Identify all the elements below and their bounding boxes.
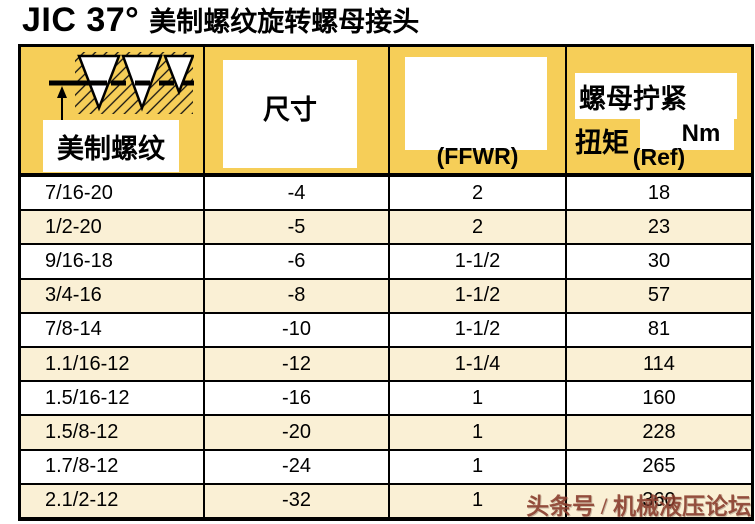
thread-value: 7/16-20 — [21, 177, 205, 210]
torque-value: 360 — [567, 484, 751, 518]
table-row: 7/16-20 -4 2 18 — [21, 177, 751, 210]
header-cell-thread: 美制螺纹 — [21, 47, 205, 173]
size-value: -16 — [205, 382, 390, 415]
ffwr-value: 2 — [390, 211, 567, 244]
torque-value: 23 — [567, 211, 751, 244]
page-title: JIC 37° 美制螺纹旋转螺母接头 — [22, 0, 419, 40]
ffwr-blank-box — [405, 57, 547, 150]
watermark-text: 头条号 / 机械液压论坛 — [526, 494, 751, 519]
thread-value: 1.7/8-12 — [21, 450, 205, 483]
torque-value: 57 — [567, 279, 751, 312]
thread-value: 1/2-20 — [21, 211, 205, 244]
thread-value: 1.5/8-12 — [21, 416, 205, 449]
ffwr-value: 1 — [390, 382, 567, 415]
table-row: 9/16-18 -6 1-1/2 30 — [21, 243, 751, 278]
table-row: 2.1/2-12 -32 1 360 — [21, 482, 751, 518]
torque-value: 18 — [567, 177, 751, 210]
table-row: 1.5/16-12 -16 1 160 — [21, 380, 751, 415]
ffwr-value: 1-1/2 — [390, 313, 567, 347]
torque-label-box: 螺母拧紧 — [575, 73, 737, 119]
title-brand: JIC 37° — [22, 1, 140, 39]
ffwr-value: 1 — [390, 450, 567, 483]
ffwr-value: 1 — [390, 484, 567, 518]
thread-value: 3/4-16 — [21, 279, 205, 312]
torque-value: 30 — [567, 245, 751, 278]
torque-unit-box: Nm — [640, 117, 734, 150]
size-value: -20 — [205, 416, 390, 449]
header-cell-size: 尺寸 — [205, 47, 390, 173]
ffwr-value: 1-1/2 — [390, 245, 567, 278]
size-value: -8 — [205, 279, 390, 312]
size-value: -12 — [205, 348, 390, 381]
torque-value: 160 — [567, 382, 751, 415]
torque-table: 美制螺纹 尺寸 (FFWR) 螺母拧紧 Nm 扭矩 (Ref) 7/16-20 — [18, 44, 754, 521]
thread-value: 1.1/16-12 — [21, 348, 205, 381]
table-body: 7/16-20 -4 2 18 1/2-20 -5 2 23 9/16-18 -… — [21, 177, 751, 518]
table-row: 3/4-16 -8 1-1/2 57 — [21, 277, 751, 312]
size-value: -24 — [205, 450, 390, 483]
table-row: 1.5/8-12 -20 1 228 — [21, 414, 751, 449]
torque-value: 81 — [567, 313, 751, 347]
torque-column-label-line2: 扭矩 — [575, 128, 629, 158]
thread-profile-icon — [49, 52, 194, 126]
header-cell-ffwr: (FFWR) — [390, 47, 567, 173]
ffwr-value: 1-1/4 — [390, 348, 567, 381]
title-subtitle: 美制螺纹旋转螺母接头 — [149, 7, 420, 37]
table-row: 1.1/16-12 -12 1-1/4 114 — [21, 346, 751, 381]
header-cell-torque: 螺母拧紧 Nm 扭矩 (Ref) — [567, 47, 751, 173]
table-row: 1/2-20 -5 2 23 — [21, 209, 751, 244]
thread-value: 1.5/16-12 — [21, 382, 205, 415]
size-label-box: 尺寸 — [223, 60, 357, 168]
torque-value: 228 — [567, 416, 751, 449]
thread-column-label: 美制螺纹 — [57, 133, 165, 164]
table-row: 7/8-14 -10 1-1/2 81 — [21, 311, 751, 347]
thread-label-box: 美制螺纹 — [43, 120, 179, 172]
thread-value: 7/8-14 — [21, 313, 205, 347]
ffwr-column-label: (FFWR) — [436, 143, 519, 169]
size-value: -5 — [205, 211, 390, 244]
ffwr-value: 1 — [390, 416, 567, 449]
size-column-label: 尺寸 — [263, 95, 317, 125]
table-header-row: 美制螺纹 尺寸 (FFWR) 螺母拧紧 Nm 扭矩 (Ref) — [21, 47, 751, 177]
torque-unit-label: Nm — [681, 119, 721, 147]
torque-value: 114 — [567, 348, 751, 381]
size-value: -6 — [205, 245, 390, 278]
ffwr-value: 2 — [390, 177, 567, 210]
size-value: -4 — [205, 177, 390, 210]
torque-ref-label: (Ref) — [632, 144, 686, 170]
thread-value: 2.1/2-12 — [21, 484, 205, 518]
size-value: -32 — [205, 484, 390, 518]
size-value: -10 — [205, 313, 390, 347]
table-row: 1.7/8-12 -24 1 265 — [21, 448, 751, 483]
torque-value: 265 — [567, 450, 751, 483]
thread-value: 9/16-18 — [21, 245, 205, 278]
torque-column-label-line1: 螺母拧紧 — [579, 83, 687, 114]
ffwr-value: 1-1/2 — [390, 279, 567, 312]
